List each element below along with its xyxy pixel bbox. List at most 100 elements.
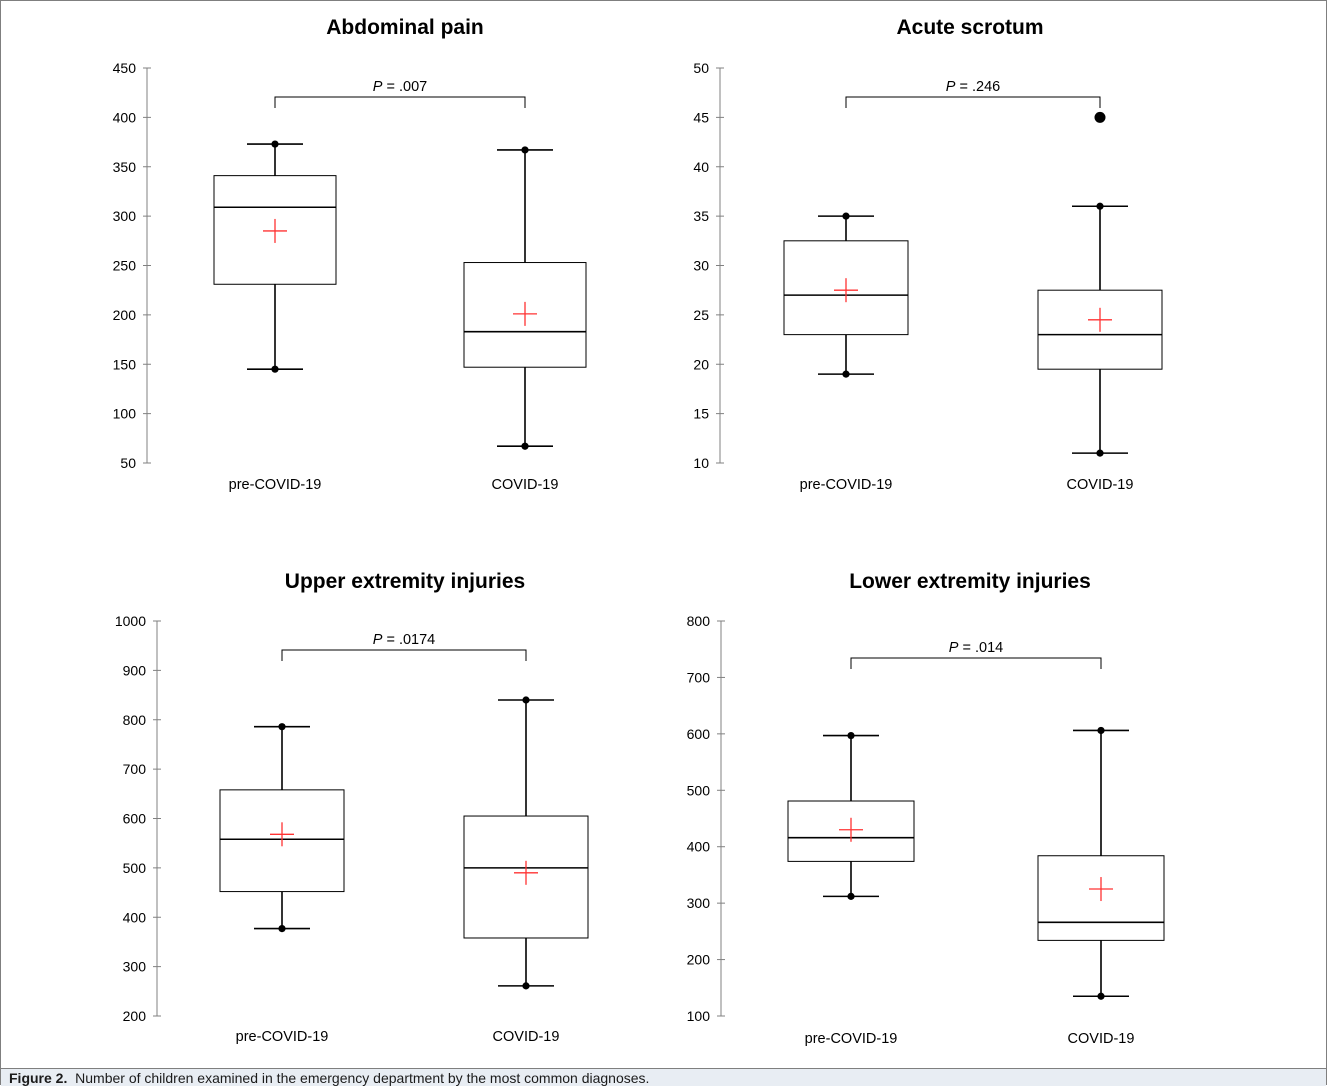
x-category-label: COVID-19 [493, 1029, 560, 1045]
min-point [1097, 992, 1105, 1000]
y-tick-label: 1000 [115, 613, 146, 629]
caption-label: Figure 2. [9, 1070, 68, 1086]
outlier-point [1094, 111, 1106, 123]
y-tick-label: 800 [687, 613, 711, 629]
box-1 [787, 731, 915, 900]
chart-title: Upper extremity injuries [285, 570, 525, 593]
iqr-box [783, 240, 909, 336]
p-symbol: P [373, 79, 383, 95]
y-tick-label: 700 [123, 761, 147, 777]
max-point [522, 696, 530, 704]
y-tick-label: 150 [113, 356, 137, 372]
y-tick-label: 100 [687, 1008, 711, 1024]
iqr-box [1037, 289, 1163, 370]
caption-text: Number of children examined in the emerg… [75, 1070, 650, 1086]
min-point [842, 370, 850, 378]
significance-bracket [850, 657, 1102, 669]
y-tick-label: 400 [687, 839, 711, 855]
iqr-box [1037, 855, 1165, 941]
min-point [521, 442, 529, 450]
p-value: = .0174 [382, 632, 435, 648]
y-tick-label: 50 [693, 60, 709, 76]
box-2 [1037, 726, 1165, 1000]
iqr-box [213, 175, 337, 285]
box-2 [463, 146, 587, 450]
iqr-box [463, 262, 587, 368]
p-symbol: P [949, 640, 959, 656]
caption-bar: Figure 2. Number of children examined in… [1, 1068, 1326, 1086]
y-tick-label: 400 [113, 109, 137, 125]
y-tick-label: 20 [693, 356, 709, 372]
p-value-label: P = .014 [949, 640, 1003, 656]
y-tick-label: 200 [113, 307, 137, 323]
p-value: = .007 [382, 79, 427, 95]
box-1 [213, 140, 337, 373]
y-tick-label: 15 [693, 406, 709, 422]
y-tick-label: 350 [113, 159, 137, 175]
y-tick-label: 10 [693, 455, 709, 471]
y-tick-label: 500 [687, 782, 711, 798]
x-category-label: pre-COVID-19 [229, 477, 322, 493]
y-tick-label: 600 [687, 726, 711, 742]
x-category-label: COVID-19 [492, 477, 559, 493]
min-point [847, 892, 855, 900]
y-tick-label: 700 [687, 669, 711, 685]
y-tick-label: 400 [123, 909, 147, 925]
box-1 [783, 212, 909, 378]
y-tick-label: 200 [123, 1008, 147, 1024]
box-2 [1037, 111, 1163, 457]
y-tick-label: 300 [113, 208, 137, 224]
y-tick-label: 50 [120, 455, 136, 471]
chart-panel-2: Acute scrotum 10 15 20 25 30 35 40 45 50 pre-COVID… [693, 16, 1163, 493]
significance-bracket [845, 96, 1101, 108]
y-tick-label: 900 [123, 662, 147, 678]
chart-panel-1: Abdominal pain 50 100 150 200 250 300 350 400 450… [113, 16, 587, 493]
y-tick-label: 100 [113, 406, 137, 422]
figure-caption: Figure 2. Number of children examined in… [9, 1070, 649, 1086]
y-tick-label: 300 [123, 959, 147, 975]
max-point [521, 146, 529, 154]
chart-title: Acute scrotum [896, 16, 1043, 39]
x-category-label: pre-COVID-19 [236, 1029, 329, 1045]
min-point [522, 982, 530, 990]
y-tick-label: 45 [693, 109, 709, 125]
p-value-label: P = .007 [373, 79, 427, 95]
chart-title: Abdominal pain [326, 16, 484, 39]
p-symbol: P [373, 632, 383, 648]
max-point [1097, 726, 1105, 735]
min-point [1096, 449, 1104, 457]
p-value: = .014 [958, 640, 1003, 656]
significance-bracket [274, 96, 526, 108]
iqr-box [787, 800, 915, 862]
max-point [271, 140, 279, 148]
significance-bracket [281, 649, 527, 661]
x-category-label: COVID-19 [1067, 477, 1134, 493]
box-2 [463, 696, 589, 990]
iqr-box [219, 789, 345, 893]
y-tick-label: 450 [113, 60, 137, 76]
y-tick-label: 35 [693, 208, 709, 224]
y-tick-label: 250 [113, 258, 137, 274]
chart-panel-3: Upper extremity injuries 200 300 400 500 600 7… [115, 570, 589, 1045]
min-point [278, 925, 286, 933]
p-value-label: P = .246 [946, 79, 1000, 95]
max-point [278, 723, 286, 731]
chart-title: Lower extremity injuries [849, 570, 1091, 593]
y-tick-label: 30 [693, 258, 709, 274]
y-tick-label: 25 [693, 307, 709, 323]
p-value: = .246 [955, 79, 1000, 95]
y-tick-label: 800 [123, 712, 147, 728]
x-category-label: COVID-19 [1068, 1031, 1135, 1047]
p-value-label: P = .0174 [373, 632, 435, 648]
chart-panel-4: Lower extremity injuries 100 200 300 400 500 6… [687, 570, 1165, 1047]
y-tick-label: 300 [687, 895, 711, 911]
x-category-label: pre-COVID-19 [805, 1031, 898, 1047]
p-symbol: P [946, 79, 956, 95]
iqr-box [463, 815, 589, 939]
y-tick-label: 500 [123, 860, 147, 876]
max-point [1096, 202, 1104, 210]
y-tick-label: 200 [687, 952, 711, 968]
y-tick-label: 40 [693, 159, 709, 175]
